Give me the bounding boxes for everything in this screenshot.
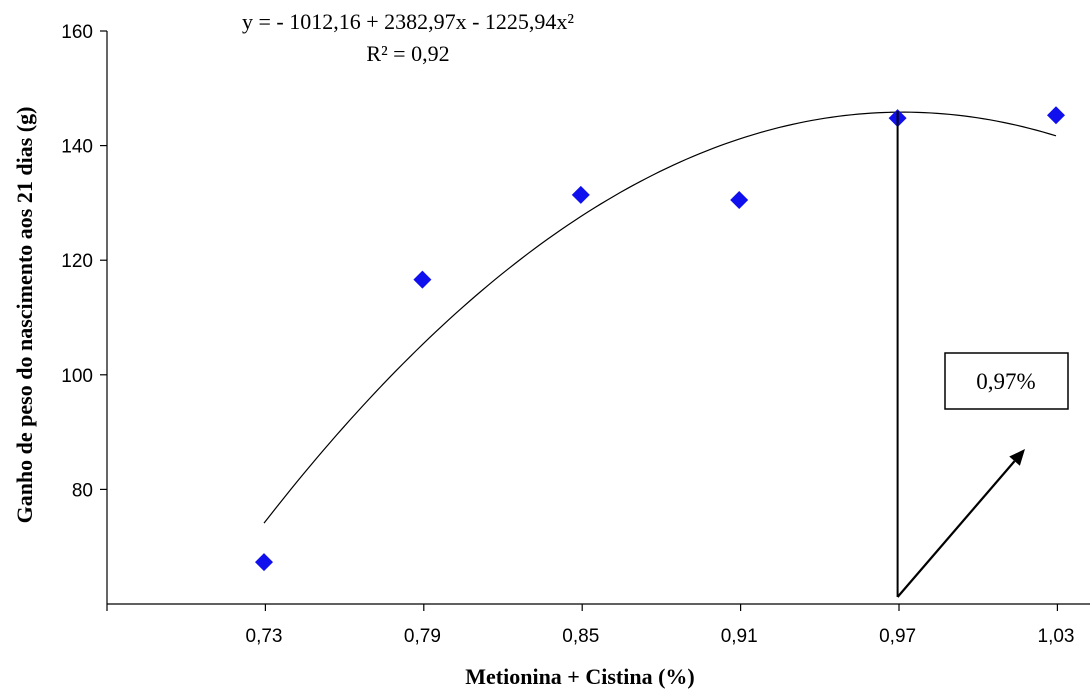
data-points — [255, 106, 1065, 572]
r-squared-text: R² = 0,92 — [366, 41, 449, 66]
x-tick-label: 0,91 — [721, 626, 758, 647]
data-point — [571, 185, 590, 204]
y-tick-label: 100 — [61, 366, 93, 387]
annotation-arrow — [896, 460, 1016, 598]
x-tick-label: 1,03 — [1038, 626, 1075, 647]
y-tick-label: 120 — [61, 251, 93, 272]
y-tick-label: 160 — [61, 22, 93, 43]
y-tick-label: 80 — [72, 480, 93, 501]
annotation-box — [944, 352, 1069, 410]
data-point — [730, 191, 749, 210]
x-tick-label: 0,79 — [404, 626, 441, 647]
annotation-text: 0,97% — [976, 369, 1035, 394]
data-point — [413, 270, 432, 289]
equation-text: y = - 1012,16 + 2382,97x - 1225,94x² — [242, 9, 574, 34]
x-axis-title: Metionina + Cistina (%) — [465, 664, 694, 689]
axes: 80 100 120 140 160 0,73 0,79 0,85 0,91 0,97 1,03 — [61, 22, 1090, 647]
y-axis-title: Ganho de peso do nascimento aos 21 dias … — [12, 107, 37, 524]
data-point — [255, 553, 273, 572]
x-tick-label: 0,73 — [246, 626, 283, 647]
y-tick-label: 140 — [61, 137, 93, 158]
fit-curve — [263, 111, 1057, 524]
data-point — [1047, 106, 1065, 125]
x-tick-label: 0,97 — [879, 626, 916, 647]
x-tick-label: 0,85 — [562, 626, 599, 647]
x-ticks: 0,73 0,79 0,85 0,91 0,97 1,03 — [106, 604, 1075, 647]
y-ticks: 80 100 120 140 160 — [61, 22, 107, 501]
annotation-arrow-head — [1009, 449, 1025, 466]
